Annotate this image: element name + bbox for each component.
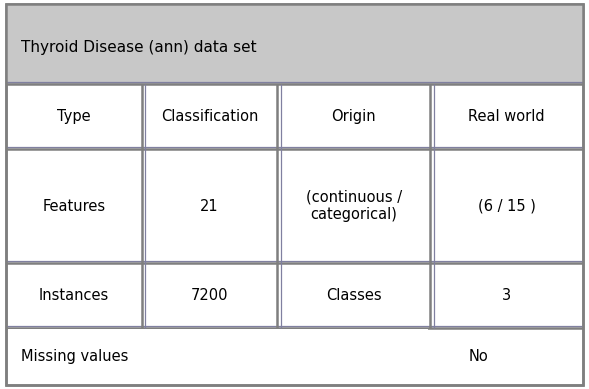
Text: Classification: Classification — [161, 109, 258, 124]
Text: Instances: Instances — [39, 288, 109, 303]
Text: Origin: Origin — [332, 109, 376, 124]
Text: (continuous /
categorical): (continuous / categorical) — [306, 190, 402, 222]
Text: 21: 21 — [200, 199, 219, 214]
Bar — [6, 4, 583, 84]
Text: No: No — [468, 349, 488, 364]
Text: 3: 3 — [502, 288, 511, 303]
Text: Features: Features — [42, 199, 105, 214]
Text: 7200: 7200 — [191, 288, 228, 303]
Text: Type: Type — [57, 109, 91, 124]
Text: (6 / 15 ): (6 / 15 ) — [478, 199, 535, 214]
Bar — [8, 329, 428, 384]
Text: Real world: Real world — [468, 109, 545, 124]
Text: Thyroid Disease (ann) data set: Thyroid Disease (ann) data set — [21, 40, 256, 55]
Text: Missing values: Missing values — [21, 349, 128, 364]
Text: Classes: Classes — [326, 288, 382, 303]
